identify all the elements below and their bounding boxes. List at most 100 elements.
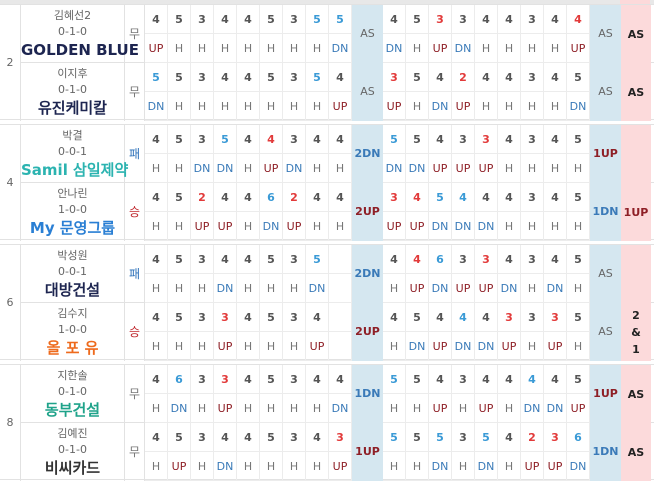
hole-status: DN — [406, 154, 429, 183]
hole-status: H — [475, 92, 498, 121]
player-name: 지한솔 — [57, 369, 88, 382]
hole-score: 5 — [168, 183, 191, 212]
hole-score: 5 — [475, 423, 498, 452]
hole-score: 4 — [567, 5, 590, 34]
hole-status: H — [406, 394, 429, 423]
hole-status: H — [168, 332, 191, 361]
hole-status: H — [406, 34, 429, 63]
hole-score: 3 — [191, 245, 214, 274]
hole-status: UP — [283, 212, 306, 241]
player-name: 박결 — [62, 129, 83, 142]
final-result: AS — [621, 5, 651, 63]
hole-score: 4 — [475, 365, 498, 394]
back-nine-status: AS — [590, 303, 621, 361]
match-result: 무 — [125, 63, 145, 121]
hole-score: 4 — [329, 183, 352, 212]
hole-status: H — [306, 212, 329, 241]
hole-score: 4 — [306, 303, 329, 332]
hole-score: 5 — [214, 125, 237, 154]
final-result — [621, 245, 651, 303]
hole-score: 5 — [168, 5, 191, 34]
hole-score: 4 — [306, 183, 329, 212]
hole-score: 5 — [429, 423, 452, 452]
player-name: 김혜선2 — [53, 9, 92, 22]
hole-status: H — [214, 34, 237, 63]
front-nine-status: 1UP — [352, 423, 383, 481]
hole-score: 4 — [475, 183, 498, 212]
hole-status: H — [544, 154, 567, 183]
pair-number: 6 — [6, 296, 14, 309]
player-name: 이지후 — [57, 67, 88, 80]
hole-status: H — [237, 34, 260, 63]
hole-status: H — [521, 212, 544, 241]
hole-score: 4 — [329, 125, 352, 154]
hole-status: H — [168, 154, 191, 183]
hole-score: 5 — [306, 5, 329, 34]
hole-status: H — [567, 274, 590, 303]
hole-status: H — [168, 34, 191, 63]
match-result: 패 — [125, 125, 145, 183]
hole-score: 4 — [214, 5, 237, 34]
hole-status — [329, 332, 352, 361]
player-name: 김예진 — [57, 427, 88, 440]
hole-score: 4 — [429, 303, 452, 332]
player-row: 박결 0-0-1 Samil 삼일제약 패 4 H 5 H 3 DN 5 DN 4 H 4 UP 3 DN 4 H 4 H… — [20, 125, 654, 183]
hole-score: 5 — [567, 183, 590, 212]
hole-status: H — [306, 154, 329, 183]
hole-score: 4 — [145, 303, 168, 332]
hole-score: 4 — [237, 365, 260, 394]
hole-status: DN — [429, 274, 452, 303]
hole-status: DN — [567, 452, 590, 481]
hole-status: DN — [429, 92, 452, 121]
hole-score: 3 — [521, 245, 544, 274]
hole-score: 6 — [260, 183, 283, 212]
hole-score: 6 — [567, 423, 590, 452]
hole-score: 4 — [145, 5, 168, 34]
player-row: 김혜선2 0-1-0 GOLDEN BLUE 무 4 UP 5 H 3 H 4 H 4 H 5 H 3 H 5 H 5 D… — [20, 5, 654, 63]
sponsor-logo: 올 포 유 — [46, 339, 99, 357]
hole-status: UP — [306, 332, 329, 361]
hole-score: 3 — [283, 245, 306, 274]
hole-score: 3 — [383, 63, 406, 92]
header-strip — [0, 0, 654, 4]
hole-status: UP — [329, 92, 352, 121]
hole-status: DN — [498, 274, 521, 303]
hole-score: 5 — [383, 423, 406, 452]
player-info: 김수지 1-0-0 올 포 유 — [20, 303, 125, 361]
player-info: 지한솔 0-1-0 동부건설 — [20, 365, 125, 423]
hole-status: DN — [544, 394, 567, 423]
hole-status: H — [260, 92, 283, 121]
hole-status: DN — [260, 212, 283, 241]
hole-score: 3 — [521, 125, 544, 154]
hole-status: H — [544, 212, 567, 241]
hole-status: UP — [168, 452, 191, 481]
hole-status: UP — [475, 154, 498, 183]
final-result: AS — [621, 423, 651, 481]
hole-status: DN — [383, 34, 406, 63]
hole-score: 4 — [145, 423, 168, 452]
hole-status: H — [383, 452, 406, 481]
player-info: 이지후 0-1-0 유진케미칼 — [20, 63, 125, 121]
hole-status: DN — [544, 274, 567, 303]
sponsor-logo: 동부건설 — [44, 401, 101, 419]
hole-status: H — [237, 452, 260, 481]
hole-status: H — [498, 34, 521, 63]
hole-status: H — [237, 212, 260, 241]
hole-status: H — [260, 452, 283, 481]
hole-status: H — [283, 394, 306, 423]
hole-score: 5 — [406, 125, 429, 154]
hole-score: 4 — [452, 303, 475, 332]
player-info: 안나린 1-0-0 My 문영그룹 — [20, 183, 125, 241]
hole-status: H — [452, 394, 475, 423]
hole-score: 3 — [452, 365, 475, 394]
hole-status: H — [567, 332, 590, 361]
hole-score: 3 — [452, 245, 475, 274]
hole-score: 4 — [498, 245, 521, 274]
hole-score: 4 — [306, 125, 329, 154]
hole-score: 4 — [544, 63, 567, 92]
hole-status: DN — [475, 212, 498, 241]
hole-score: 4 — [452, 183, 475, 212]
hole-score: 4 — [498, 183, 521, 212]
hole-score: 6 — [429, 245, 452, 274]
hole-score: 4 — [498, 365, 521, 394]
